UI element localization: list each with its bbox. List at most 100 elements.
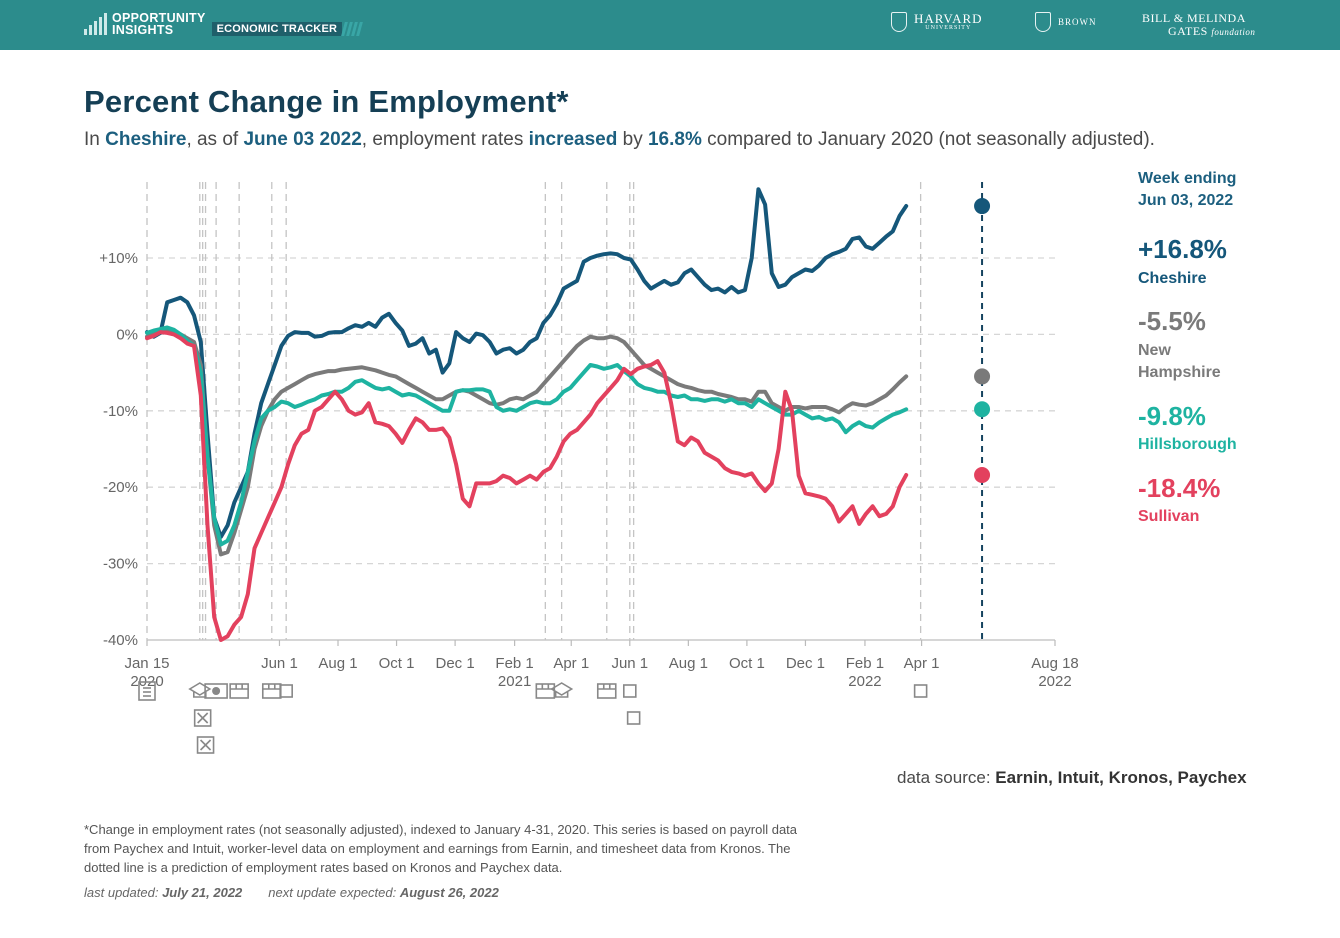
- brown-shield-icon: [1035, 12, 1051, 32]
- brown-name: BROWN: [1058, 17, 1097, 27]
- gates-name: GATES: [1168, 24, 1208, 38]
- x-tick-label: Oct 1: [379, 655, 415, 672]
- next-update-label: next update expected:: [268, 885, 400, 900]
- gates-foundation-logo[interactable]: BILL & MELINDA GATES foundation: [1142, 11, 1255, 39]
- x-tick-label: Jun 1: [261, 655, 298, 672]
- source-label: data source:: [897, 768, 996, 787]
- x-tick-label: Apr 1: [553, 655, 589, 672]
- data-source: data source: Earnin, Intuit, Kronos, Pay…: [897, 768, 1247, 788]
- x-tick-label: Aug 18: [1031, 655, 1079, 672]
- legend-value-cheshire: +16.8%: [1138, 234, 1227, 264]
- x-tick-label: Jan 15: [124, 655, 169, 672]
- mask-event-icon[interactable]: [626, 711, 641, 725]
- policy-event-icons[interactable]: [138, 681, 928, 754]
- legend-value-hillsborough: -9.8%: [1138, 401, 1206, 431]
- series-endpoint-hillsborough[interactable]: [974, 401, 991, 418]
- brand-line-2: INSIGHTS: [112, 23, 174, 37]
- y-tick-label: -20%: [103, 479, 138, 496]
- x-tick-year: 2021: [498, 673, 531, 690]
- mask-event-icon[interactable]: [279, 684, 293, 698]
- closure-event-icon[interactable]: [196, 736, 215, 754]
- x-tick-label: Oct 1: [729, 655, 765, 672]
- legend-name-cheshire[interactable]: Cheshire: [1138, 270, 1207, 287]
- legend-week: Week ending Jun 03, 2022: [1138, 168, 1236, 212]
- subtitle-part: , employment rates: [361, 129, 529, 150]
- x-tick-label: Apr 1: [904, 655, 940, 672]
- gates-line-2: GATES foundation: [1168, 24, 1255, 39]
- y-tick-label: -10%: [103, 403, 138, 420]
- legend-week-label: Week ending: [1138, 170, 1237, 187]
- x-tick-label: Feb 1: [495, 655, 533, 672]
- legend-name-new-hampshire[interactable]: New Hampshire: [1138, 342, 1221, 381]
- series-line-new-hampshire[interactable]: [145, 328, 909, 557]
- school-event-icon[interactable]: [188, 682, 212, 698]
- legend-name-sullivan[interactable]: Sullivan: [1138, 508, 1200, 525]
- store-event-icon[interactable]: [596, 683, 617, 699]
- y-tick-label: -40%: [103, 632, 138, 649]
- store-event-icon[interactable]: [535, 683, 556, 699]
- store-event-icon[interactable]: [261, 683, 282, 699]
- last-updated-date: July 21, 2022: [162, 885, 243, 900]
- subtitle-amount: 16.8%: [647, 129, 702, 150]
- subtitle-date: June 03 2022: [243, 129, 362, 150]
- series-endpoint-cheshire[interactable]: [974, 198, 991, 215]
- store-event-icon[interactable]: [229, 683, 249, 699]
- brown-logo[interactable]: BROWN: [1035, 12, 1097, 32]
- series-line-cheshire[interactable]: [145, 187, 909, 539]
- last-updated-label: last updated:: [84, 885, 163, 900]
- x-tick-year: 2022: [848, 673, 881, 690]
- mask-event-icon[interactable]: [622, 684, 637, 698]
- y-axis: +10% 0% -10% -20% -30% -40%: [99, 250, 138, 649]
- subtitle-direction: increased: [528, 129, 618, 150]
- harvard-name: HARVARD: [914, 11, 983, 26]
- subtitle-part: , as of: [186, 129, 244, 150]
- x-tick-label: Jun 1: [611, 655, 648, 672]
- closure-event-icon[interactable]: [193, 709, 212, 727]
- page-title: Percent Change in Employment*: [84, 84, 569, 119]
- series-endpoint-new-hampshire[interactable]: [974, 368, 991, 385]
- x-tick-label: Feb 1: [846, 655, 884, 672]
- update-info: last updated: July 21, 2022 next update e…: [84, 885, 499, 900]
- subtitle-county: Cheshire: [105, 129, 187, 150]
- harvard-sub: UNIVERSITY: [925, 25, 972, 31]
- next-update-date: August 26, 2022: [399, 885, 499, 900]
- subtitle-part: In: [84, 129, 106, 150]
- y-tick-label: +10%: [99, 250, 138, 267]
- x-tick-label: Aug 1: [669, 655, 708, 672]
- x-tick-label: Aug 1: [318, 655, 357, 672]
- harvard-shield-icon: [891, 12, 907, 32]
- mask-event-icon[interactable]: [913, 684, 928, 698]
- legend-week-date: Jun 03, 2022: [1138, 192, 1234, 209]
- opportunity-insights-logo[interactable]: OPPORTUNITY INSIGHTS ECONOMIC TRACKER: [84, 11, 364, 37]
- gates-foundation-word: foundation: [1211, 27, 1256, 37]
- gates-line-1: BILL & MELINDA: [1142, 11, 1246, 25]
- harvard-logo[interactable]: HARVARD UNIVERSITY: [891, 12, 983, 32]
- source-names: Earnin, Intuit, Kronos, Paychex: [995, 768, 1247, 787]
- y-tick-label: -30%: [103, 556, 138, 573]
- stimulus-event-icon[interactable]: [204, 683, 228, 699]
- economic-tracker-label: ECONOMIC TRACKER: [211, 22, 343, 36]
- document-event-icon[interactable]: [138, 681, 156, 701]
- brand-name: OPPORTUNITY INSIGHTS: [112, 11, 206, 37]
- series-line-hillsborough[interactable]: [145, 325, 909, 547]
- brand-line-1: OPPORTUNITY: [112, 11, 206, 25]
- series-line-sullivan[interactable]: [145, 330, 909, 642]
- legend-name-hillsborough[interactable]: Hillsborough: [1138, 436, 1237, 453]
- subtitle-part: compared to January 2020 (not seasonally…: [701, 129, 1155, 150]
- series-endpoint-sullivan[interactable]: [974, 466, 991, 483]
- x-tick-year: 2022: [1038, 673, 1071, 690]
- x-tick-label: Dec 1: [436, 655, 475, 672]
- header-bar: OPPORTUNITY INSIGHTS ECONOMIC TRACKER HA…: [0, 0, 1340, 50]
- series-lines[interactable]: [145, 187, 991, 642]
- x-tick-label: Dec 1: [786, 655, 825, 672]
- legend-value-sullivan: -18.4%: [1138, 473, 1221, 503]
- footnote: *Change in employment rates (not seasona…: [84, 822, 798, 875]
- y-tick-label: 0%: [116, 326, 138, 343]
- school-event-icon[interactable]: [550, 682, 574, 698]
- subtitle-part: by: [617, 129, 648, 150]
- page-subtitle: In Cheshire, as of June 03 2022, employm…: [84, 129, 1155, 151]
- bars-logo-icon: [84, 13, 107, 35]
- gridlines: [147, 257, 1055, 565]
